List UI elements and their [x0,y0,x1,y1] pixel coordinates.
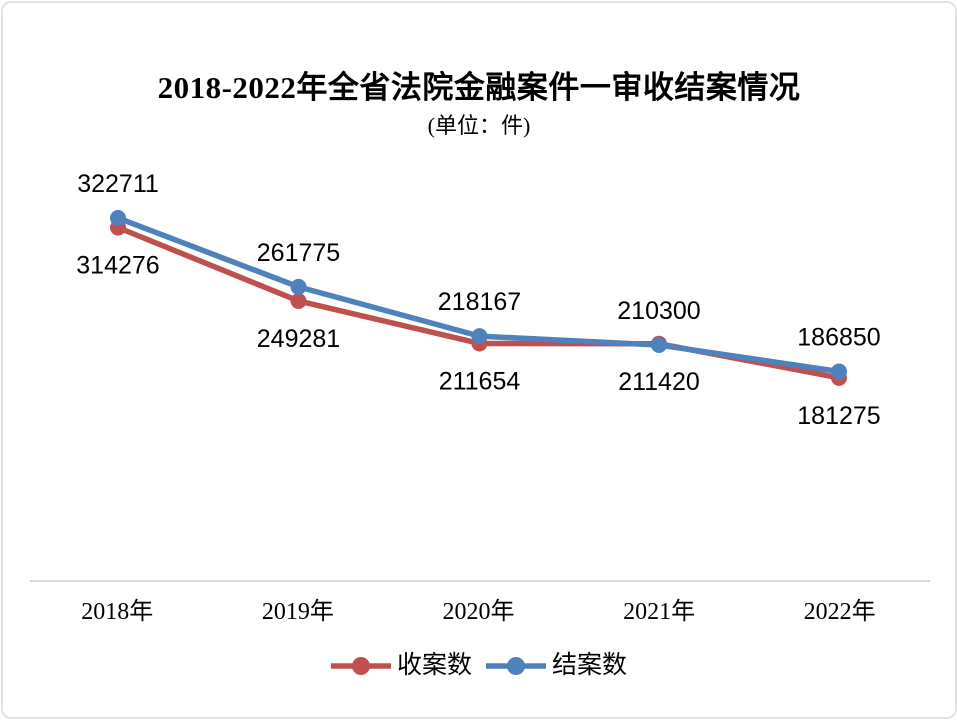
legend-dot-cases-filed [351,657,370,675]
legend-item-cases-closed: 结案数 [486,651,627,681]
data-label-cases-filed: 249281 [257,325,340,353]
legend-item-cases-filed: 收案数 [330,651,472,681]
x-axis-label-2020: 2020年 [442,599,515,625]
data-point-cases-filed [290,292,307,309]
data-label-cases-closed: 186850 [797,324,880,352]
data-point-cases-closed [110,210,126,226]
data-point-cases-closed [651,337,667,354]
legend-dot-cases-closed [507,657,525,675]
chart-title: 2018-2022年全省法院金融案件一审收结案情况 [157,70,801,105]
data-label-cases-filed: 181275 [797,402,880,430]
data-label-cases-closed: 261775 [257,239,340,267]
legend-label-cases-closed: 结案数 [552,652,628,679]
line-marker-icon [330,657,391,675]
line-marker-icon [486,657,546,675]
chart-subtitle: (单位：件) [427,113,531,138]
data-point-cases-closed [471,328,488,345]
legend: 收案数 结案数 [0,651,958,681]
data-label-cases-closed: 218167 [438,288,521,316]
data-label-cases-filed: 211654 [439,367,521,395]
legend-label-cases-filed: 收案数 [396,652,472,679]
x-axis-label-2022: 2022年 [803,599,876,625]
x-axis-labels: 2018年 2019年 2020年 2021年 2022年 [27,597,930,627]
data-point-cases-closed [290,278,307,295]
x-axis-label-2018: 2018年 [81,599,154,625]
x-axis-label-2019: 2019年 [261,599,334,625]
data-label-cases-closed: 210300 [617,297,700,325]
x-axis-label-2021: 2021年 [623,599,696,625]
data-point-cases-closed [831,363,847,380]
data-label-cases-filed: 314276 [76,252,159,280]
data-label-cases-filed: 211420 [618,368,700,396]
data-label-cases-closed: 322711 [77,170,159,198]
